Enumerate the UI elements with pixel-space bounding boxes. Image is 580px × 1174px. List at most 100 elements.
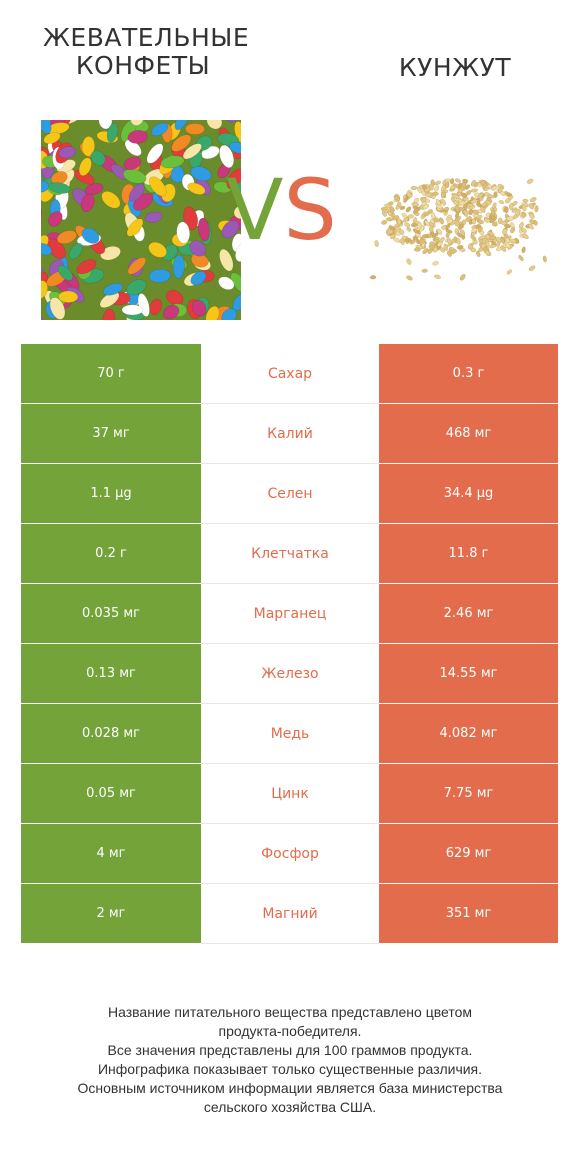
jelly-bean bbox=[148, 241, 167, 258]
jelly-bean bbox=[148, 268, 171, 283]
left-value: 2 мг bbox=[21, 884, 201, 944]
sesame-seed bbox=[468, 243, 473, 250]
jelly-bean bbox=[41, 120, 52, 134]
jelly-bean bbox=[41, 280, 48, 299]
sesame-seed bbox=[487, 196, 493, 203]
sesame-seed bbox=[453, 183, 460, 189]
jelly-bean bbox=[146, 143, 164, 164]
sesame-seed bbox=[498, 200, 505, 204]
sesame-seed bbox=[443, 207, 450, 211]
sesame-seed bbox=[436, 228, 443, 235]
jelly-bean bbox=[228, 141, 241, 154]
jelly-bean bbox=[103, 282, 123, 296]
jelly-bean bbox=[235, 241, 241, 262]
sesame-seed bbox=[482, 182, 487, 189]
sesame-seed bbox=[492, 202, 497, 209]
sesame-seed bbox=[483, 218, 491, 223]
sesame-seed bbox=[504, 206, 509, 214]
jelly-bean bbox=[230, 272, 241, 294]
nutrient-name: Калий bbox=[201, 404, 379, 464]
sesame-seed bbox=[456, 245, 464, 250]
jelly-bean bbox=[58, 290, 79, 303]
nutrient-name: Клетчатка bbox=[201, 524, 379, 584]
right-value: 468 мг bbox=[379, 404, 558, 464]
sesame-seed bbox=[411, 222, 417, 227]
table-row: 0.05 мг Цинк 7.75 мг bbox=[21, 764, 558, 824]
sesame-seed bbox=[452, 194, 460, 199]
jelly-bean bbox=[43, 131, 61, 145]
jelly-bean bbox=[80, 193, 95, 213]
jelly-bean bbox=[171, 134, 192, 152]
footer-line: Все значения представлены для 100 граммо… bbox=[107, 1042, 473, 1058]
vs-label: VS bbox=[226, 160, 356, 260]
jelly-bean bbox=[190, 270, 207, 286]
jelly-bean bbox=[149, 298, 162, 316]
sesame-seed bbox=[496, 241, 501, 247]
jelly-bean bbox=[191, 299, 207, 317]
sesame-seed bbox=[386, 217, 394, 222]
sesame-seed bbox=[463, 210, 470, 216]
sesame-seed bbox=[502, 228, 508, 235]
footer-line: сельского хозяйства США. bbox=[203, 1099, 377, 1115]
sesame-seed bbox=[491, 222, 498, 227]
sesame-seed bbox=[521, 246, 526, 254]
sesame-seed bbox=[458, 223, 463, 231]
jelly-bean bbox=[81, 227, 100, 244]
table-row: 0.13 мг Железо 14.55 мг bbox=[21, 644, 558, 704]
footer-line: Основным источником информации является … bbox=[77, 1080, 503, 1096]
footer-line: продукта-победителя. bbox=[218, 1023, 362, 1039]
vs-s-letter: S bbox=[283, 161, 337, 259]
sesame-seed bbox=[402, 217, 409, 223]
jelly-bean bbox=[183, 206, 199, 231]
sesame-seed bbox=[459, 186, 466, 191]
sesame-seed bbox=[476, 250, 481, 257]
jelly-bean bbox=[130, 120, 145, 126]
sesame-seed bbox=[477, 226, 483, 233]
sesame-seed bbox=[381, 220, 388, 225]
sesame-seed bbox=[456, 237, 461, 245]
sesame-seed bbox=[529, 213, 535, 219]
left-value: 0.13 мг bbox=[21, 644, 201, 704]
jelly-bean bbox=[121, 304, 144, 316]
sesame-seed bbox=[504, 198, 511, 204]
footer-line: Инфографика показывает только существенн… bbox=[97, 1061, 483, 1077]
left-product-title-line2: КОНФЕТЫ bbox=[75, 51, 211, 80]
jelly-bean bbox=[218, 276, 235, 290]
right-value: 14.55 мг bbox=[379, 644, 558, 704]
sesame-seed bbox=[473, 182, 479, 188]
sesame-seed bbox=[477, 192, 484, 199]
sesame-seed bbox=[506, 216, 514, 221]
vs-v-letter: V bbox=[226, 161, 284, 259]
left-product-title: ЖЕВАТЕЛЬНЫЕ КОНФЕТЫ bbox=[43, 24, 249, 80]
sesame-seed bbox=[397, 218, 402, 226]
nutrient-name: Цинк bbox=[201, 764, 379, 824]
jelly-bean bbox=[174, 120, 190, 131]
sesame-seed bbox=[534, 205, 539, 213]
sesame-seed bbox=[436, 198, 441, 206]
sesame-seed bbox=[487, 194, 495, 199]
sesame-seed bbox=[491, 208, 495, 217]
sesame-seed bbox=[459, 274, 466, 281]
sesame-seed bbox=[400, 238, 405, 245]
sesame-seeds-image bbox=[360, 140, 560, 290]
sesame-seed bbox=[485, 249, 490, 257]
jelly-bean bbox=[162, 304, 180, 320]
sesame-seed bbox=[388, 225, 395, 231]
sesame-seed bbox=[403, 196, 409, 203]
sesame-seed bbox=[389, 206, 395, 214]
left-value: 0.028 мг bbox=[21, 704, 201, 764]
jelly-bean bbox=[226, 120, 241, 123]
jelly-beans-image bbox=[41, 120, 241, 320]
sesame-seed bbox=[455, 204, 460, 213]
sesame-seed bbox=[497, 217, 503, 225]
sesame-seed bbox=[422, 204, 429, 210]
sesame-seed bbox=[510, 227, 515, 234]
sesame-seed bbox=[439, 247, 445, 253]
table-row: 0.035 мг Марганец 2.46 мг bbox=[21, 584, 558, 644]
jelly-bean bbox=[122, 168, 147, 184]
sesame-seed bbox=[434, 185, 440, 192]
jelly-bean bbox=[68, 242, 83, 260]
sesame-seed bbox=[521, 204, 527, 212]
sesame-seed bbox=[433, 238, 440, 243]
sesame-seed bbox=[422, 248, 429, 255]
